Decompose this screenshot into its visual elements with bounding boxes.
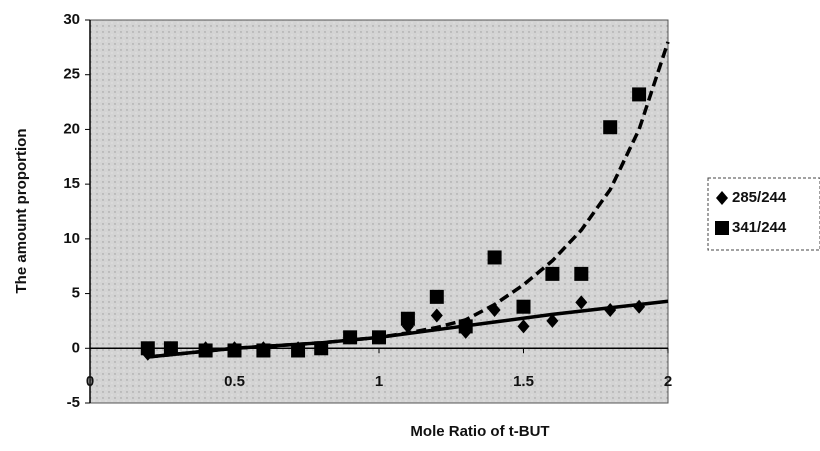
y-tick-label: 15 <box>63 175 80 192</box>
diamond-marker <box>633 299 646 314</box>
diamond-marker <box>575 295 588 310</box>
y-tick-label: -5 <box>67 394 80 411</box>
y-tick-label: 0 <box>72 339 80 356</box>
legend-label: 341/244 <box>732 219 787 236</box>
square-marker <box>291 343 306 358</box>
square-marker <box>545 266 560 281</box>
diamond-marker <box>430 308 443 323</box>
square-marker <box>343 330 358 345</box>
y-tick-label: 20 <box>63 120 80 137</box>
square-marker <box>314 341 329 356</box>
square-marker <box>603 120 618 135</box>
legend <box>707 177 820 251</box>
y-axis-title: The amount proportion <box>13 129 30 294</box>
square-marker <box>458 319 473 334</box>
square-marker <box>227 343 242 358</box>
y-tick-label: 10 <box>63 230 80 247</box>
square-marker <box>256 343 271 358</box>
square-marker <box>400 311 415 326</box>
square-marker <box>198 343 213 358</box>
x-tick-label: 1.5 <box>513 373 534 390</box>
square-marker <box>715 221 729 235</box>
y-tick-label: 25 <box>63 66 80 83</box>
x-tick-label: 0 <box>86 373 94 390</box>
legend-label: 285/244 <box>732 189 787 206</box>
square-marker <box>487 250 502 265</box>
diamond-marker <box>716 191 728 205</box>
diamond-marker <box>604 302 617 317</box>
square-marker <box>140 341 155 356</box>
square-marker <box>632 87 647 102</box>
x-tick-label: 0.5 <box>224 373 245 390</box>
diamond-marker <box>517 319 530 334</box>
trendline <box>147 41 670 359</box>
x-axis-title: Mole Ratio of t-BUT <box>410 423 549 440</box>
diamond-marker <box>546 313 559 328</box>
square-marker <box>163 341 178 356</box>
y-tick-label: 30 <box>63 11 80 28</box>
y-tick-label: 5 <box>72 285 80 302</box>
x-tick-label: 2 <box>664 373 672 390</box>
square-marker <box>574 266 589 281</box>
square-marker <box>429 289 444 304</box>
x-tick-label: 1 <box>375 373 383 390</box>
square-marker <box>372 330 386 345</box>
square-marker <box>516 299 531 314</box>
